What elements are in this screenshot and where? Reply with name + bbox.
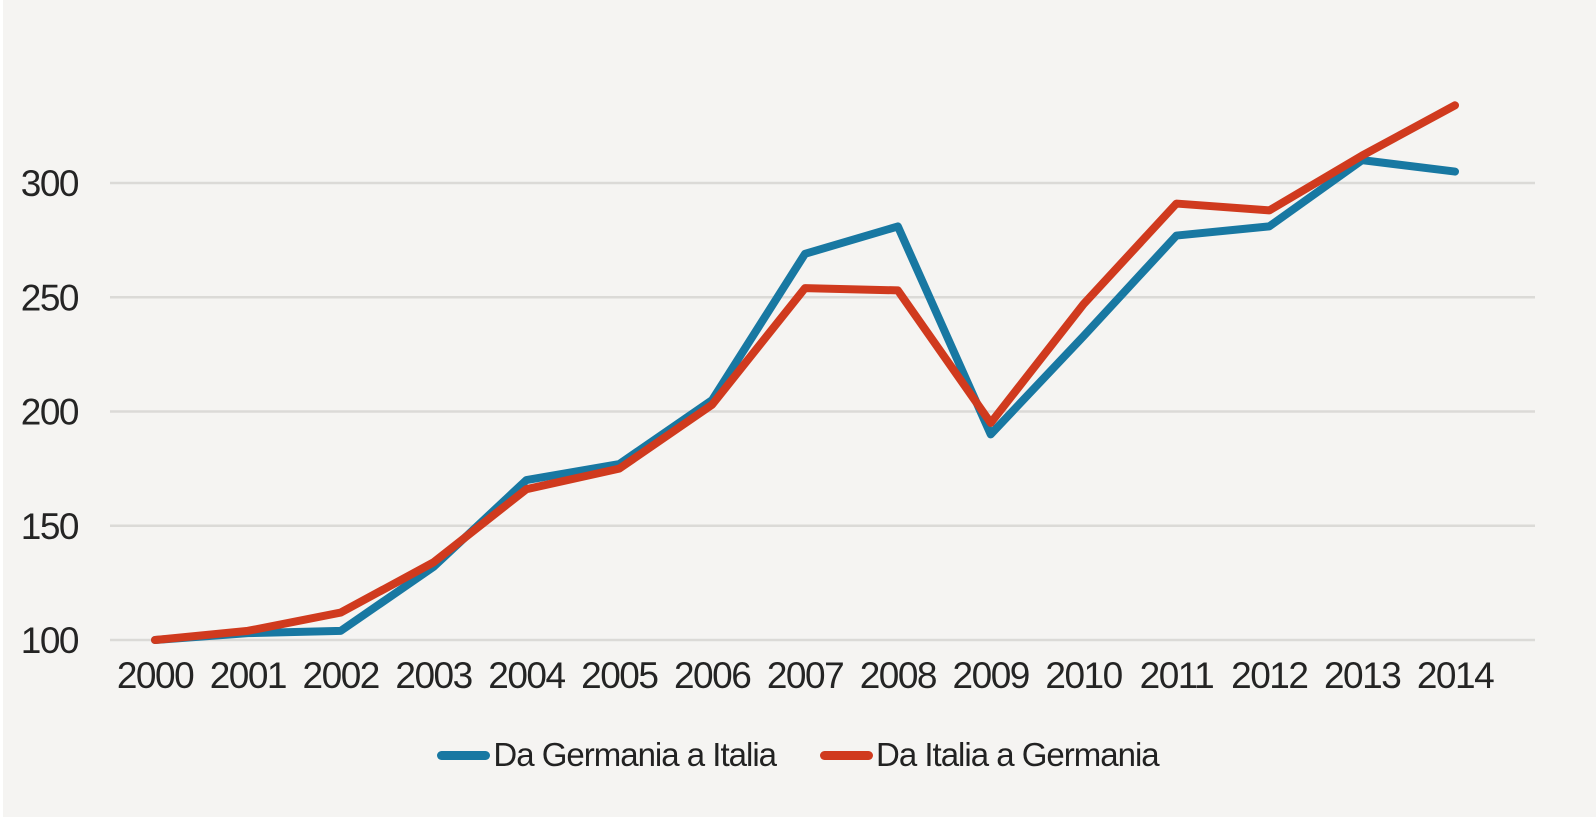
legend-item-da-germania-a-italia: Da Germania a Italia — [437, 736, 777, 774]
chart-legend: Da Germania a Italia Da Italia a Germani… — [0, 736, 1596, 774]
x-axis-tick-label: 2013 — [1324, 655, 1400, 696]
x-axis-tick-label: 2012 — [1231, 655, 1307, 696]
y-axis-tick-label: 100 — [21, 620, 79, 661]
x-axis-tick-label: 2009 — [953, 655, 1029, 696]
series-line-da-italia-a-germania — [151, 101, 1459, 644]
x-axis-tick-label: 2002 — [303, 655, 379, 696]
legend-swatch-red-line-icon — [820, 750, 873, 760]
x-axis-tick-label: 2007 — [767, 655, 843, 696]
y-axis-tick-label: 150 — [21, 506, 79, 547]
y-axis-tick-label: 250 — [21, 277, 79, 318]
x-axis-tick-label: 2008 — [860, 655, 936, 696]
x-axis-tick-label: 2003 — [395, 655, 471, 696]
x-axis-tick-label: 2011 — [1140, 655, 1214, 696]
x-axis-tick-label: 2001 — [210, 655, 286, 696]
series-line-da-germania-a-italia — [151, 156, 1459, 644]
x-axis-tick-label: 2014 — [1417, 655, 1494, 696]
x-axis-tick-label: 2004 — [488, 655, 565, 696]
y-axis-tick-label: 300 — [21, 163, 79, 204]
x-axis-tick-label: 2006 — [674, 655, 750, 696]
x-axis-tick-label: 2000 — [117, 655, 194, 696]
chart-panel — [3, 0, 1596, 817]
legend-swatch-blue-line-icon — [437, 750, 491, 760]
legend-label: Da Germania a Italia — [493, 736, 777, 773]
x-axis-tick-label: 2005 — [581, 655, 658, 696]
y-axis-tick-label: 200 — [21, 392, 79, 433]
legend-label: Da Italia a Germania — [876, 736, 1160, 773]
legend-item-da-italia-a-germania: Da Italia a Germania — [820, 736, 1160, 774]
x-axis-tick-label: 2010 — [1045, 655, 1122, 696]
